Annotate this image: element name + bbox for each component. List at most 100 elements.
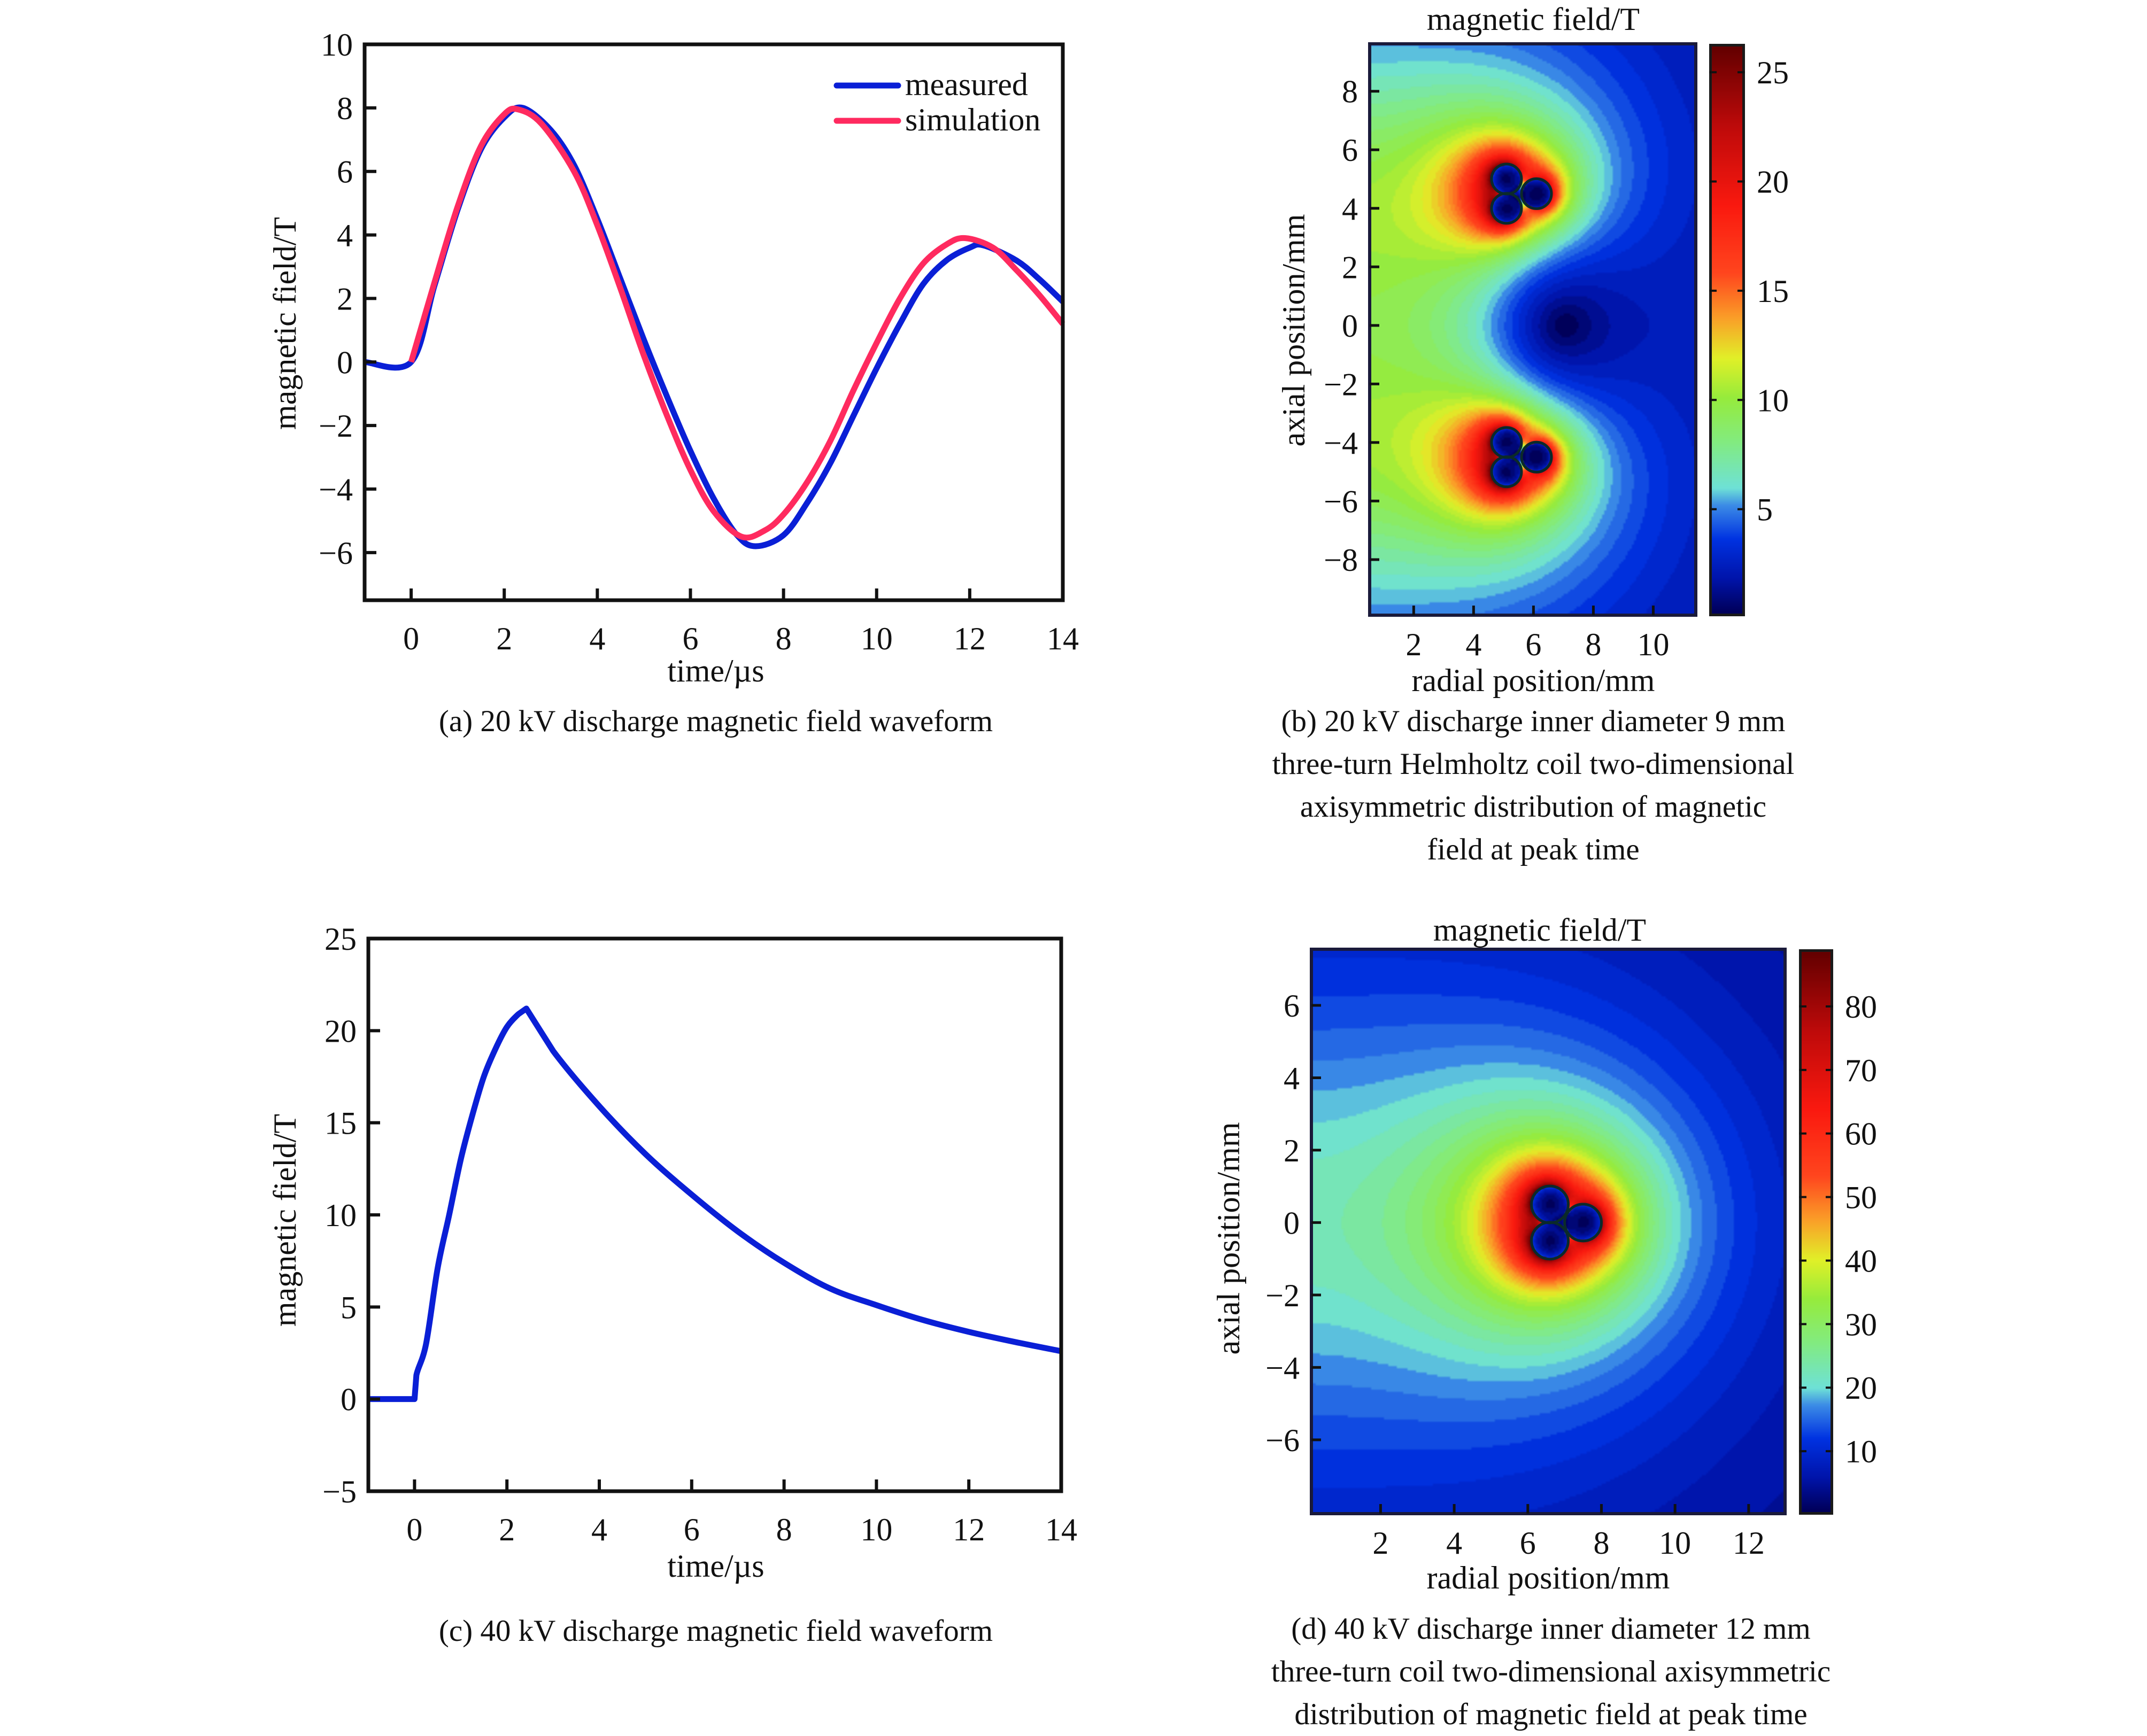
chart-a: 0 2 4 6 8 10 12 14 −6 −4 −2 0 2 4 6 8 10 time/µs magnet…: [267, 27, 1079, 688]
coil-turn-outline: [1520, 440, 1553, 474]
x-axis-label-b: radial position/mm: [1412, 663, 1655, 698]
y-tick-label: 6: [1342, 133, 1358, 168]
heatmap-d-overlay: 2 4 6 8 10 12 −6 −4 −2 0 2 4 6 10 20 30 40 50 60 70 80 mag…: [1211, 912, 1877, 1595]
axes-frame-a: [362, 42, 1065, 602]
heatmap-d: [1311, 949, 1785, 1514]
x-tick-label: 12: [953, 1512, 985, 1547]
colorbar-tick-label: 15: [1757, 274, 1789, 309]
colorbar-tick-label: 10: [1757, 383, 1789, 418]
x-tick-label: 8: [1593, 1525, 1609, 1561]
colorbar-tick-label: 30: [1845, 1307, 1877, 1342]
y-tick-label: −4: [319, 472, 353, 507]
legend-label-simulation: simulation: [905, 102, 1040, 137]
x-tick-label: 4: [589, 621, 605, 656]
y-tick-label: 2: [1342, 250, 1358, 285]
colorbar-ticks-b: 5 10 15 20 25: [1709, 55, 1789, 528]
y-tick-label: −2: [1324, 367, 1358, 402]
x-axis-ticks-d: 2 4 6 8 10 12: [1372, 1504, 1765, 1561]
coil-turn-outline: [1490, 455, 1523, 489]
caption-a: (a) 20 kV discharge magnetic field wavef…: [438, 704, 993, 738]
axes-box: [1368, 42, 1697, 617]
y-tick-label: 2: [337, 281, 353, 316]
colorbar-tick-label: 20: [1757, 165, 1789, 200]
y-tick-label: 0: [1342, 308, 1358, 344]
y-tick-label: 4: [337, 218, 353, 253]
x-tick-label: 8: [776, 621, 792, 656]
y-tick-label: 6: [1284, 988, 1300, 1024]
colorbar-tick-label: 20: [1845, 1370, 1877, 1406]
y-tick-label: 8: [337, 91, 353, 126]
y-tick-label: −6: [1324, 484, 1358, 519]
y-axis-ticks-b: −8 −6 −4 −2 0 2 4 6 8: [1324, 74, 1379, 578]
axes-frame-d: [1310, 948, 1787, 1515]
caption-d: (d) 40 kV discharge inner diameter 12 mm…: [1271, 1608, 1831, 1736]
y-tick-label: 0: [341, 1382, 357, 1417]
y-axis-ticks-c: −5 0 5 10 15 20 25: [322, 921, 380, 1509]
x-tick-label: 8: [776, 1512, 792, 1547]
coil-turn-outline: [1490, 192, 1523, 225]
series-line-measured: [368, 1005, 1062, 1402]
y-tick-label: 20: [325, 1013, 357, 1049]
y-tick-label: −8: [1324, 542, 1358, 578]
y-tick-label: 4: [1342, 191, 1358, 227]
x-axis-ticks-a: 0 2 4 6 8 10 12 14: [403, 588, 1079, 656]
chart-c: 0 2 4 6 8 10 12 14 −5 0 5 10 15 20 25 time/µs magneti…: [267, 921, 1077, 1584]
y-tick-label: 0: [1284, 1205, 1300, 1241]
colorbar-tick-label: 40: [1845, 1243, 1877, 1278]
caption-d-line-3: distribution of magnetic field at peak t…: [1294, 1698, 1808, 1731]
x-axis-ticks-b: 2 4 6 8 10: [1405, 606, 1669, 662]
colorbar-title-b: magnetic field/T: [1427, 2, 1640, 37]
caption-d-line-2: three-turn coil two-dimensional axisymme…: [1271, 1655, 1831, 1688]
x-tick-label: 12: [954, 621, 986, 656]
coil-group-d: [1530, 1184, 1603, 1261]
x-tick-label: 6: [1525, 627, 1541, 662]
x-tick-label: 0: [403, 621, 419, 656]
y-tick-label: 15: [325, 1106, 357, 1141]
x-axis-label-a: time/µs: [667, 653, 764, 688]
x-axis-ticks-c: 0 2 4 6 8 10 12 14: [406, 1479, 1077, 1547]
coil-turn-outline: [1520, 177, 1553, 210]
y-axis-label-a: magnetic field/T: [267, 217, 303, 430]
y-tick-label: −2: [319, 408, 353, 444]
x-tick-label: 10: [861, 621, 893, 656]
colorbar-ticks-d: 10 20 30 40 50 60 70 80: [1799, 989, 1877, 1469]
x-tick-label: 14: [1047, 621, 1079, 656]
caption-b-line-1: (b) 20 kV discharge inner diameter 9 mm: [1281, 704, 1786, 738]
x-tick-label: 8: [1585, 627, 1601, 662]
coil-turn-outline: [1530, 1184, 1570, 1224]
caption-d-line-1: (d) 40 kV discharge inner diameter 12 mm: [1291, 1612, 1811, 1646]
y-axis-label-c: magnetic field/T: [267, 1114, 303, 1327]
colorbar-tick-label: 10: [1845, 1434, 1877, 1469]
x-tick-label: 12: [1733, 1525, 1765, 1561]
coil-group-b: [1490, 162, 1553, 489]
colorbar-title-d: magnetic field/T: [1433, 912, 1646, 948]
y-tick-label: −2: [1265, 1278, 1300, 1313]
colorbar-tick-label: 80: [1845, 989, 1877, 1025]
colorbar-b: [1709, 44, 1745, 616]
x-tick-label: 4: [1465, 627, 1481, 662]
axes-box: [362, 42, 1065, 602]
y-tick-label: 6: [337, 154, 353, 190]
series-line-simulation: [408, 105, 1065, 541]
y-tick-label: 4: [1284, 1060, 1300, 1096]
caption-b-line-4: field at peak time: [1427, 833, 1640, 866]
y-axis-label-b: axial position/mm: [1276, 214, 1311, 447]
axes-frame-b: [1368, 42, 1697, 617]
x-tick-label: 2: [1405, 627, 1422, 662]
coil-turn-outline: [1530, 1221, 1570, 1261]
y-tick-label: −4: [1265, 1350, 1300, 1385]
x-axis-label-d: radial position/mm: [1427, 1560, 1670, 1595]
colorbar-tick-label: 60: [1845, 1117, 1877, 1152]
x-tick-label: 10: [1659, 1525, 1691, 1561]
y-tick-label: 2: [1284, 1133, 1300, 1168]
y-tick-label: 0: [337, 345, 353, 380]
y-axis-ticks-d: −6 −4 −2 0 2 4 6: [1265, 988, 1321, 1458]
caption-b-line-3: axisymmetric distribution of magnetic: [1300, 790, 1767, 824]
legend-a: measured simulation: [833, 67, 1040, 137]
colorbar-tick-label: 50: [1845, 1180, 1877, 1215]
x-tick-label: 6: [682, 621, 698, 656]
colorbar-tick-label: 70: [1845, 1053, 1877, 1088]
x-tick-label: 4: [591, 1512, 607, 1547]
y-tick-label: 8: [1342, 74, 1358, 110]
y-axis-label-d: axial position/mm: [1211, 1122, 1246, 1355]
